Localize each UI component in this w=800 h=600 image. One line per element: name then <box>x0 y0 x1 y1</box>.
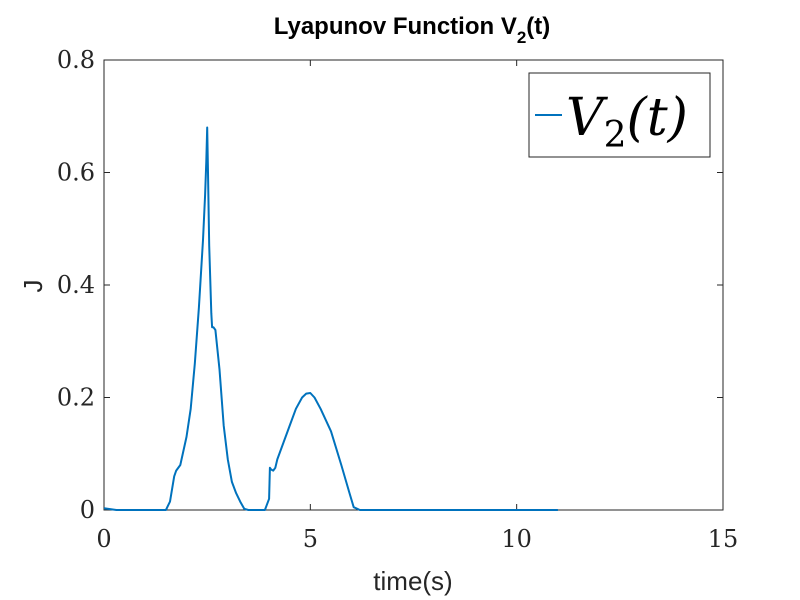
legend-label-suffix: (t) <box>626 88 687 148</box>
chart-title-suffix: (t) <box>526 13 550 40</box>
series-group <box>103 126 558 511</box>
y-tick-label: 0.6 <box>57 159 95 187</box>
x-tick-label: 5 <box>303 525 318 553</box>
chart-title-subscript: 2 <box>517 28 526 47</box>
x-tick-label: 15 <box>708 525 739 553</box>
y-tick-label: 0.2 <box>57 384 95 412</box>
legend-label-subscript: 2 <box>604 115 627 156</box>
tick-group: 0 5 10 15 0 0.2 0.4 0.6 0.8 <box>57 46 738 553</box>
y-tick-label: 0.4 <box>57 271 95 299</box>
x-axis-label: time(s) <box>373 566 452 596</box>
series-line-v2 <box>103 126 558 511</box>
chart-title: Lyapunov Function V2(t) <box>274 13 551 47</box>
y-axis-label: J <box>18 280 48 293</box>
x-tick-label: 0 <box>96 525 111 553</box>
y-tick-label: 0 <box>80 496 95 524</box>
legend: V2(t) <box>528 72 711 158</box>
y-tick-label: 0.8 <box>57 46 95 74</box>
x-tick-label: 10 <box>501 525 532 553</box>
legend-label: V2(t) <box>566 88 688 156</box>
